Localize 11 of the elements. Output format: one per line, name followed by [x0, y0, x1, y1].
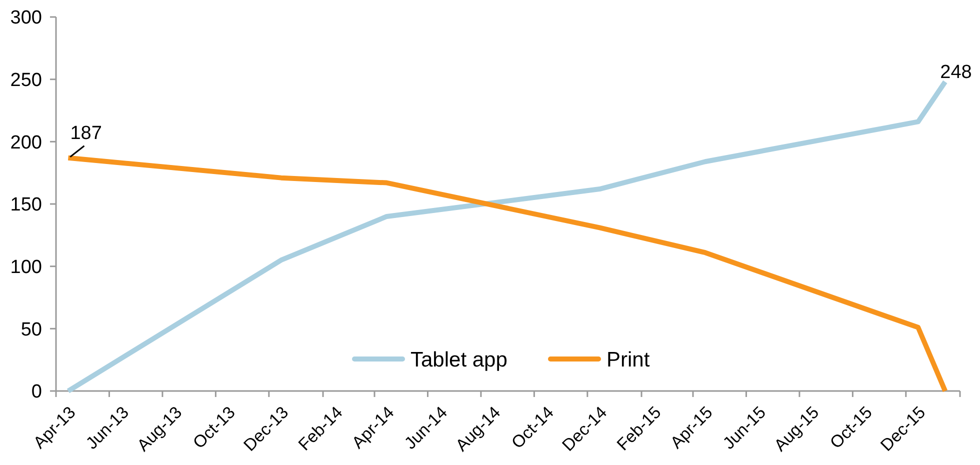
y-tick-label: 50	[20, 319, 42, 340]
legend-label: Tablet app	[410, 348, 508, 372]
y-tick-label: 0	[31, 382, 42, 403]
y-tick-label: 150	[10, 194, 42, 216]
data-label: 248	[940, 62, 972, 83]
y-tick-label: 250	[10, 70, 42, 91]
legend-label: Print	[606, 348, 650, 372]
y-tick-label: 100	[10, 256, 42, 278]
data-label: 187	[70, 122, 102, 144]
y-tick-label: 200	[10, 132, 42, 154]
y-tick-label: 300	[10, 8, 42, 29]
